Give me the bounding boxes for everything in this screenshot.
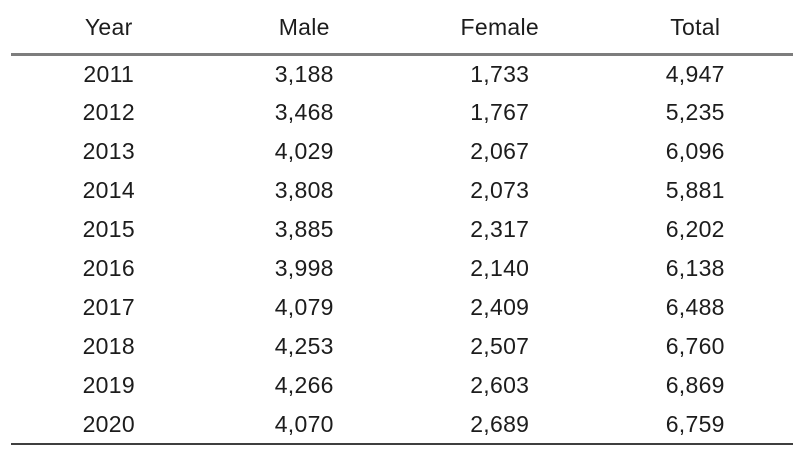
value-cell: 6,869 bbox=[665, 372, 725, 398]
year-cell: 2013 bbox=[82, 138, 135, 164]
value-cell: 4,029 bbox=[274, 138, 334, 164]
value-cell: 5,881 bbox=[665, 177, 725, 203]
value-cell: 6,760 bbox=[665, 333, 725, 359]
value-cell: 4,079 bbox=[274, 294, 334, 320]
value-cell: 4,253 bbox=[274, 333, 334, 359]
year-cell: 2014 bbox=[82, 177, 135, 203]
table-row: 2020 4,070 2,689 6,759 bbox=[11, 405, 793, 444]
value-cell: 4,266 bbox=[274, 372, 334, 398]
value-cell: 3,998 bbox=[274, 255, 334, 281]
year-cell: 2015 bbox=[82, 216, 135, 242]
value-cell: 2,067 bbox=[470, 138, 530, 164]
year-cell: 2016 bbox=[82, 255, 135, 281]
value-cell: 3,188 bbox=[274, 60, 334, 87]
value-cell: 6,488 bbox=[665, 294, 725, 320]
value-cell: 6,096 bbox=[665, 138, 725, 164]
table-row: 2018 4,253 2,507 6,760 bbox=[11, 327, 793, 366]
header-row: Year Male Female Total bbox=[11, 2, 793, 54]
table-row: 2011 3,188 1,733 4,947 bbox=[11, 54, 793, 93]
value-cell: 3,885 bbox=[274, 216, 334, 242]
value-cell: 2,689 bbox=[470, 410, 530, 437]
value-cell: 6,138 bbox=[665, 255, 725, 281]
value-cell: 6,202 bbox=[665, 216, 725, 242]
year-cell: 2012 bbox=[82, 99, 135, 125]
table-row: 2017 4,079 2,409 6,488 bbox=[11, 288, 793, 327]
value-cell: 5,235 bbox=[665, 99, 725, 125]
table-row: 2012 3,468 1,767 5,235 bbox=[11, 93, 793, 132]
value-cell: 1,767 bbox=[470, 99, 530, 125]
value-cell: 6,759 bbox=[665, 410, 725, 437]
table-row: 2013 4,029 2,067 6,096 bbox=[11, 132, 793, 171]
year-gender-total-table: Year Male Female Total 2011 3,188 1,733 4,947 2… bbox=[11, 2, 793, 445]
year-cell: 2020 bbox=[82, 410, 135, 437]
value-cell: 2,073 bbox=[470, 177, 530, 203]
value-cell: 3,808 bbox=[274, 177, 334, 203]
value-cell: 2,317 bbox=[470, 216, 530, 242]
table-row: 2015 3,885 2,317 6,202 bbox=[11, 210, 793, 249]
value-cell: 3,468 bbox=[274, 99, 334, 125]
value-cell: 2,140 bbox=[470, 255, 530, 281]
value-cell: 2,603 bbox=[470, 372, 530, 398]
value-cell: 2,409 bbox=[470, 294, 530, 320]
table-row: 2019 4,266 2,603 6,869 bbox=[11, 366, 793, 405]
column-header: Female bbox=[460, 13, 539, 40]
value-cell: 1,733 bbox=[470, 60, 530, 87]
year-cell: 2011 bbox=[83, 60, 135, 87]
table-row: 2016 3,998 2,140 6,138 bbox=[11, 249, 793, 288]
value-cell: 4,947 bbox=[665, 60, 725, 87]
column-header: Male bbox=[278, 13, 330, 40]
value-cell: 2,507 bbox=[470, 333, 530, 359]
year-cell: 2017 bbox=[82, 294, 135, 320]
table-header: Year Male Female Total bbox=[11, 2, 793, 54]
year-cell: 2018 bbox=[82, 333, 135, 359]
column-header: Year bbox=[84, 13, 133, 40]
year-cell: 2019 bbox=[82, 372, 135, 398]
table-body: 2011 3,188 1,733 4,947 2012 3,468 1,767 5,235 20… bbox=[11, 54, 793, 444]
table-row: 2014 3,808 2,073 5,881 bbox=[11, 171, 793, 210]
value-cell: 4,070 bbox=[274, 410, 334, 437]
column-header: Total bbox=[670, 13, 721, 40]
